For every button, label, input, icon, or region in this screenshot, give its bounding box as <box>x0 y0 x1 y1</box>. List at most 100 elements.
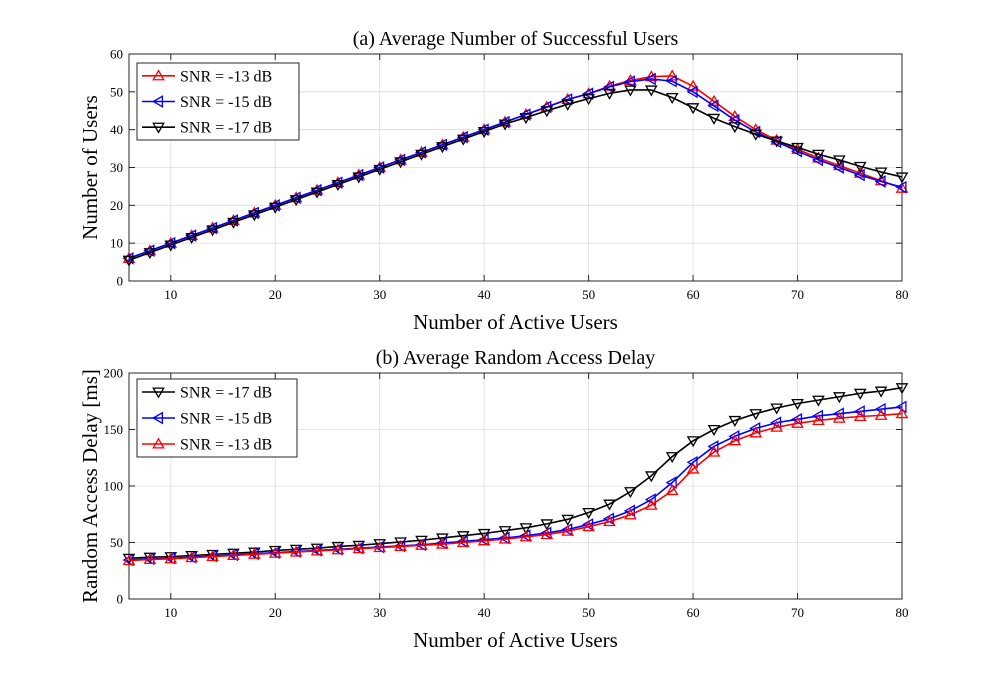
y-tick-label: 20 <box>110 198 123 213</box>
data-point <box>623 75 635 88</box>
data-point <box>749 426 763 438</box>
x-tick-label: 40 <box>478 605 491 620</box>
data-point <box>811 409 823 423</box>
data-point <box>833 411 846 423</box>
data-point <box>874 386 888 398</box>
data-point <box>289 545 303 557</box>
data-point <box>498 526 512 538</box>
x-tick-label: 10 <box>164 287 177 302</box>
data-point <box>874 175 886 188</box>
data-point <box>728 434 742 446</box>
data-point <box>791 398 804 411</box>
data-point <box>373 539 387 551</box>
y-tick-label: 40 <box>110 122 123 137</box>
legend-label: SNR = -17 dB <box>180 385 272 402</box>
data-point <box>624 487 637 499</box>
data-point <box>853 405 865 418</box>
data-point <box>415 538 428 550</box>
x-tick-label: 30 <box>373 287 386 302</box>
x-tick-label: 60 <box>687 287 700 302</box>
data-point <box>644 471 658 483</box>
data-point <box>812 413 825 426</box>
data-point <box>665 74 677 88</box>
legend-marker <box>151 95 164 108</box>
data-point <box>686 103 700 115</box>
data-point <box>833 155 846 167</box>
data-point <box>728 415 742 427</box>
data-point <box>477 534 491 546</box>
data-point <box>164 552 178 564</box>
data-point <box>248 210 261 222</box>
data-point <box>582 508 595 520</box>
data-point <box>373 164 387 176</box>
data-point <box>624 85 637 97</box>
data-point <box>394 157 407 169</box>
data-point <box>665 69 679 81</box>
data-point <box>331 543 345 555</box>
data-point <box>582 87 594 101</box>
series-3 <box>122 85 909 267</box>
data-point <box>791 416 804 428</box>
data-point <box>644 70 658 82</box>
data-point <box>143 552 157 564</box>
data-point <box>561 514 575 526</box>
data-point <box>456 535 470 548</box>
x-tick-label: 10 <box>164 605 177 620</box>
data-point <box>603 515 616 527</box>
data-point <box>540 106 554 118</box>
legend: SNR = -17 dB SNR = -15 dB SNR = -13 dB <box>136 378 298 458</box>
data-point <box>770 403 783 415</box>
data-point <box>853 388 867 400</box>
data-point <box>519 113 533 125</box>
data-point <box>623 504 635 518</box>
x-tick-label: 70 <box>791 605 804 620</box>
data-point <box>749 422 761 435</box>
data-point <box>812 149 825 161</box>
data-point <box>206 225 219 237</box>
data-point <box>833 159 846 171</box>
x-axis-label: Number of Active Users <box>413 310 618 334</box>
legend-marker <box>151 411 164 425</box>
legend-marker <box>152 69 165 81</box>
data-point <box>686 462 700 474</box>
y-tick-label: 150 <box>104 422 124 437</box>
data-point <box>853 161 867 173</box>
data-point <box>665 484 679 496</box>
chart-title: (b) Average Random Access Delay <box>376 347 656 369</box>
data-point <box>561 93 573 106</box>
data-point <box>352 542 366 554</box>
y-tick-label: 50 <box>110 84 123 99</box>
data-point <box>833 392 846 404</box>
y-tick-label: 60 <box>110 47 123 62</box>
data-point <box>707 99 719 113</box>
data-point <box>791 142 804 154</box>
x-tick-label: 20 <box>269 605 282 620</box>
data-point <box>582 94 595 106</box>
data-point <box>895 407 909 419</box>
legend-marker <box>152 387 165 399</box>
x-tick-label: 30 <box>373 605 386 620</box>
data-point <box>268 546 282 558</box>
chart-a: 10 20 30 40 50 60 70 80 0 10 20 30 40 50 60 (a) Average… <box>78 28 909 334</box>
data-point <box>227 217 240 229</box>
y-axis-label: Number of Users <box>78 95 102 240</box>
data-point <box>122 255 136 267</box>
data-point <box>227 548 240 561</box>
legend: SNR = -13 dB SNR = -15 dB SNR = -17 dB <box>136 62 300 141</box>
x-tick-label: 70 <box>791 287 804 302</box>
data-point <box>248 547 261 559</box>
x-tick-label: 60 <box>687 605 700 620</box>
data-point <box>603 499 616 511</box>
data-point <box>624 508 637 520</box>
data-point <box>477 528 491 540</box>
y-axis-label: Random Access Delay [ms] <box>78 369 102 603</box>
x-tick-label: 80 <box>896 287 909 302</box>
data-point <box>770 136 783 148</box>
data-point <box>436 142 449 154</box>
data-point <box>644 498 658 510</box>
data-point <box>582 520 595 532</box>
data-point <box>561 524 575 536</box>
y-tick-label: 0 <box>117 592 124 607</box>
data-point <box>415 149 428 161</box>
